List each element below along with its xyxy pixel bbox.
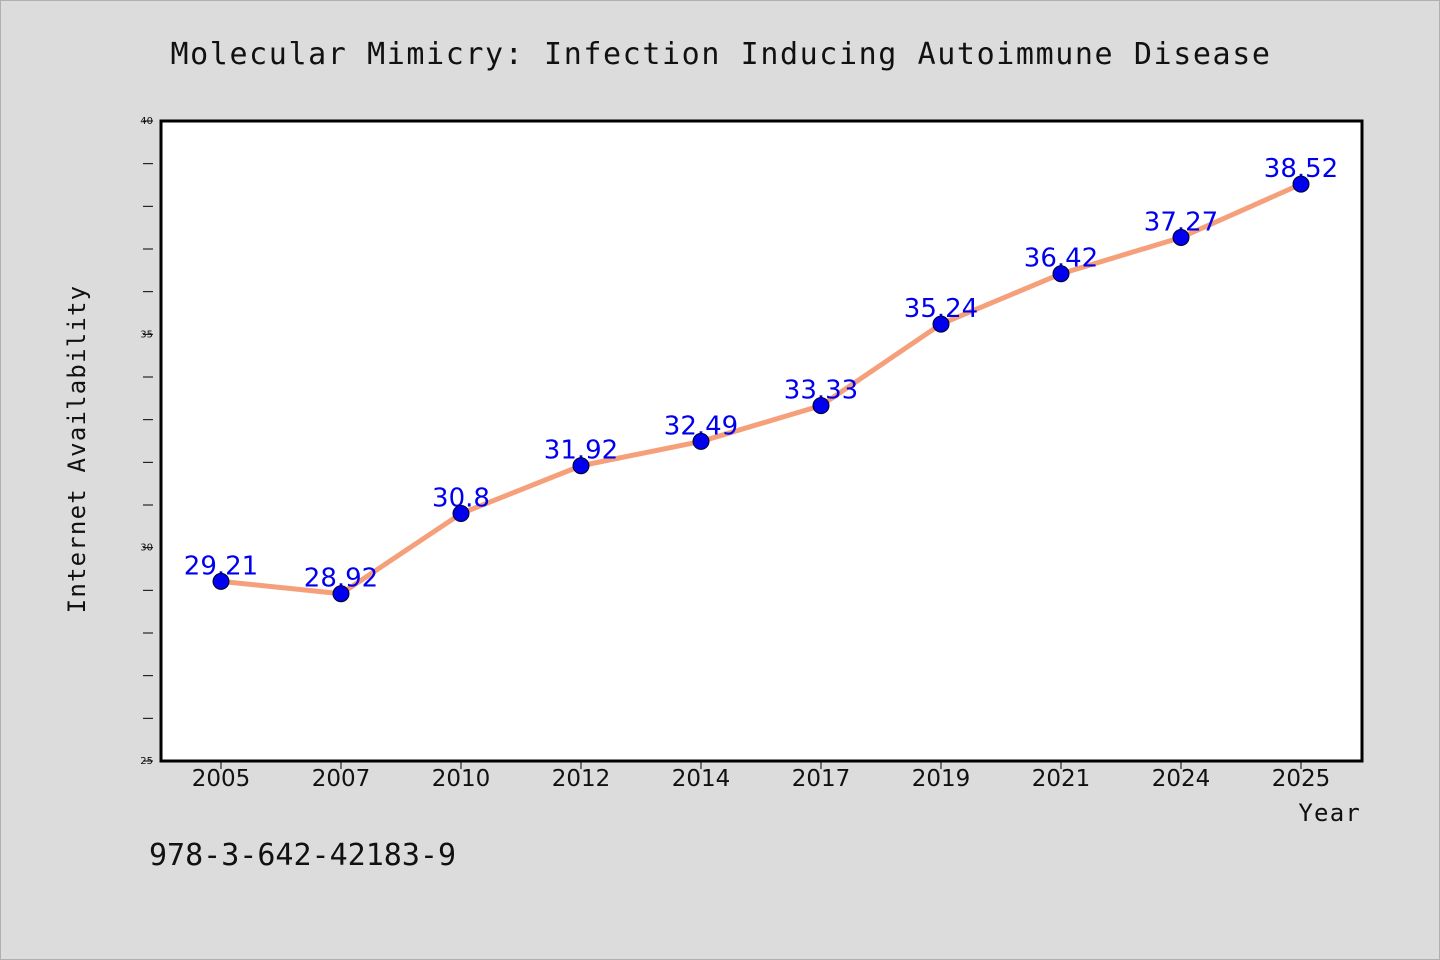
y-tick-label: 35 bbox=[140, 329, 153, 340]
x-axis: 2005 2007 2010 2012 2014 2017 2019 2021 2024 2025 bbox=[192, 761, 1331, 792]
data-point bbox=[452, 505, 470, 523]
x-tick-label: 2017 bbox=[792, 766, 851, 792]
x-tick-label: 2007 bbox=[312, 766, 371, 792]
y-axis: 25 30 35 40 bbox=[140, 116, 153, 767]
data-point bbox=[1052, 265, 1070, 283]
data-point bbox=[812, 397, 830, 415]
x-tick-label: 2005 bbox=[192, 766, 251, 792]
x-tick-label: 2019 bbox=[912, 766, 971, 792]
isbn-annotation: 978-3-642-42183-9 bbox=[149, 838, 456, 873]
y-tick-label: 30 bbox=[140, 543, 153, 554]
data-point bbox=[572, 457, 590, 475]
x-axis-label: Year bbox=[1298, 799, 1361, 827]
y-tick-label: 25 bbox=[140, 756, 153, 767]
data-point bbox=[932, 315, 950, 333]
data-point bbox=[332, 585, 350, 603]
x-tick-label: 2012 bbox=[552, 766, 611, 792]
x-tick-label: 2025 bbox=[1272, 766, 1331, 792]
chart-title: Molecular Mimicry: Infection Inducing Au… bbox=[170, 37, 1271, 72]
x-tick-label: 2024 bbox=[1152, 766, 1211, 792]
y-tick-label: 40 bbox=[140, 116, 153, 127]
data-point bbox=[692, 432, 710, 450]
data-point bbox=[1292, 175, 1310, 193]
series-line bbox=[218, 181, 1304, 597]
plot-area bbox=[159, 119, 1364, 763]
x-tick-label: 2014 bbox=[672, 766, 731, 792]
y-axis-label: Internet Availability bbox=[63, 285, 91, 614]
series-layer: 29.21 28.9230.831.9232.4933.3335.2436.423… bbox=[184, 154, 1338, 603]
data-point bbox=[212, 572, 230, 590]
x-tick-label: 2010 bbox=[432, 766, 491, 792]
x-tick-label: 2021 bbox=[1032, 766, 1091, 792]
data-point bbox=[1172, 228, 1190, 246]
